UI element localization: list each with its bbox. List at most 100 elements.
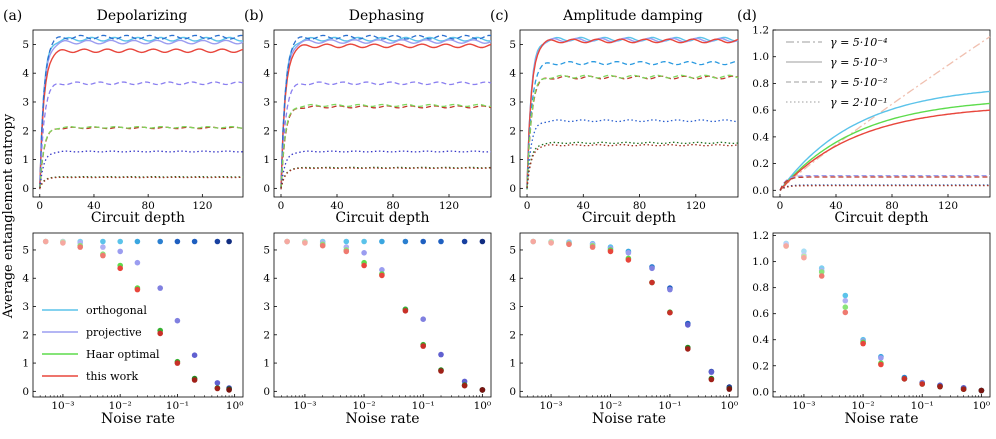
- y-tick-label: 0: [263, 183, 270, 195]
- y-tick-label: 2: [263, 329, 270, 341]
- y-tick-label: 4: [22, 273, 29, 285]
- x-axis-title: Circuit depth: [834, 210, 928, 226]
- y-tick-label: 0.4: [752, 334, 769, 346]
- x-tick-label: 0: [278, 200, 285, 212]
- y-tick-label: 2: [22, 125, 29, 137]
- data-point: [157, 330, 163, 337]
- data-point: [214, 238, 221, 245]
- x-tick-label: 0: [36, 200, 43, 212]
- axes-frame: [32, 232, 244, 398]
- series-line: [39, 39, 244, 187]
- panel-title: Amplitude damping: [562, 8, 703, 24]
- legend-label: this work: [86, 370, 138, 383]
- x-tick-label: 120: [439, 200, 459, 212]
- y-tick-label: 0.8: [752, 282, 769, 294]
- legend-label: γ = 5·10⁻²: [830, 76, 888, 89]
- series-line: [526, 37, 739, 187]
- x-tick-label: 10⁰: [973, 400, 991, 412]
- series-line: [779, 176, 990, 191]
- x-tick-label: 0: [524, 200, 531, 212]
- y-tick-label: 5: [22, 244, 29, 256]
- data-point: [379, 272, 385, 279]
- series-line: [280, 43, 492, 187]
- y-tick-label: 0: [22, 183, 29, 195]
- data-point: [649, 265, 655, 272]
- y-tick-label: 1: [22, 154, 29, 166]
- data-point: [530, 238, 536, 245]
- axes-frame: [519, 232, 739, 398]
- data-point: [100, 244, 106, 250]
- legend-label: γ = 2·10⁻¹: [830, 96, 888, 109]
- x-tick-label: 0: [777, 200, 784, 212]
- data-point: [284, 238, 290, 245]
- data-point: [589, 244, 596, 250]
- series-line: [779, 184, 990, 191]
- data-point: [157, 285, 163, 291]
- y-tick-label: 5: [509, 39, 516, 51]
- x-axis-title: Noise rate: [844, 411, 918, 427]
- y-tick-label: 0.2: [752, 158, 769, 170]
- y-tick-label: 3: [509, 96, 516, 108]
- y-tick-label: 0: [509, 386, 516, 398]
- panel-a-top: 0 1 2 3 4 5 0 40 80 120 Circuit depth Depolarizing (…: [3, 8, 244, 226]
- x-tick-label: 40: [330, 200, 343, 212]
- series-line: [526, 141, 739, 189]
- panel-b-top: 0 1 2 3 4 5 0 40 80 120 Circuit depth Dephasing (b): [244, 8, 492, 226]
- data-point: [625, 250, 632, 256]
- x-tick-label: 10⁻²: [109, 400, 132, 412]
- series-line: [39, 150, 244, 189]
- panel-a-bottom: 0 1 2 3 4 5 10⁻³ 10⁻² 10⁻¹ 10⁰ Noise rate: [22, 232, 244, 427]
- axes-frame: [273, 29, 492, 198]
- data-point: [479, 387, 486, 393]
- data-point: [566, 241, 572, 248]
- series-line: [526, 36, 739, 189]
- data-point: [77, 244, 83, 250]
- data-point: [438, 351, 444, 358]
- data-point: [607, 248, 614, 255]
- data-point: [117, 248, 123, 255]
- x-tick-label: 40: [87, 200, 100, 212]
- axes-frame: [32, 29, 244, 198]
- data-point: [801, 254, 807, 261]
- x-tick-label: 10⁰: [721, 400, 739, 412]
- data-point: [685, 346, 691, 352]
- x-tick-label: 10⁻³: [792, 400, 815, 412]
- series-line: [526, 38, 739, 187]
- panel-c-bottom: 0 1 2 3 4 5 10⁻³ 10⁻² 10⁻¹ 10⁰ Noise rate: [509, 232, 739, 427]
- series-line: [39, 126, 244, 190]
- data-point: [878, 361, 884, 368]
- series-line: [526, 75, 739, 190]
- data-point: [901, 376, 908, 382]
- x-axis-title: Noise rate: [101, 411, 175, 427]
- y-tick-label: 0.4: [752, 131, 769, 143]
- data-point: [842, 297, 849, 304]
- data-point: [343, 248, 350, 255]
- x-axis-title: Noise rate: [345, 411, 419, 427]
- panel-title: Depolarizing: [97, 8, 188, 24]
- data-point: [60, 240, 66, 246]
- data-point: [960, 386, 967, 393]
- series-line: [526, 119, 738, 189]
- data-point: [818, 273, 825, 279]
- series-line: [280, 150, 492, 189]
- x-tick-label: 120: [686, 200, 706, 212]
- y-tick-label: 4: [22, 68, 29, 80]
- x-tick-label: 10⁻²: [852, 400, 875, 412]
- data-point: [625, 257, 632, 263]
- x-axis-title: Circuit depth: [335, 210, 429, 226]
- y-tick-label: 1: [22, 358, 29, 370]
- y-tick-label: 2: [22, 329, 29, 341]
- y-tick-label: 5: [263, 244, 270, 256]
- x-tick-label: 10⁻³: [540, 400, 563, 412]
- series-line: [280, 36, 492, 189]
- series-line: [39, 48, 244, 187]
- data-point: [842, 304, 849, 311]
- series-line: [280, 81, 492, 190]
- legend-label: γ = 5·10⁻³: [830, 56, 888, 69]
- y-tick-label: 3: [22, 96, 29, 108]
- y-tick-label: 0.6: [752, 105, 769, 117]
- series-line: [526, 74, 739, 190]
- x-tick-label: 80: [386, 200, 399, 212]
